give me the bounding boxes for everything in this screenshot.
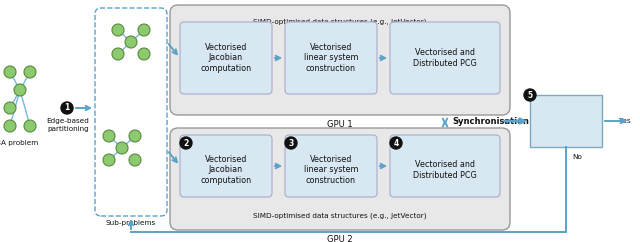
Text: GPU 2: GPU 2	[327, 235, 353, 242]
Circle shape	[125, 36, 137, 48]
Circle shape	[103, 154, 115, 166]
Text: Vectorised
Jacobian
computation: Vectorised Jacobian computation	[200, 43, 252, 73]
FancyBboxPatch shape	[390, 135, 500, 197]
Circle shape	[138, 24, 150, 36]
Text: Vectorised and
Distributed PCG: Vectorised and Distributed PCG	[413, 160, 477, 180]
Circle shape	[129, 130, 141, 142]
Text: Synchronisation: Synchronisation	[452, 118, 529, 127]
Text: Sub-problems: Sub-problems	[106, 220, 156, 226]
Text: 2: 2	[184, 138, 189, 148]
Text: No: No	[572, 154, 582, 160]
Text: GPU 1: GPU 1	[327, 120, 353, 129]
Text: Vectorised
linear system
construction: Vectorised linear system construction	[304, 155, 358, 185]
Text: 3: 3	[289, 138, 294, 148]
Text: Vectorised
Jacobian
computation: Vectorised Jacobian computation	[200, 155, 252, 185]
FancyBboxPatch shape	[170, 5, 510, 115]
Circle shape	[24, 66, 36, 78]
FancyBboxPatch shape	[285, 22, 377, 94]
Text: Edge-based: Edge-based	[47, 118, 90, 124]
Bar	[530, 95, 602, 147]
Circle shape	[180, 137, 192, 149]
Text: Converge?: Converge?	[545, 116, 588, 126]
Text: Vectorised
linear system
construction: Vectorised linear system construction	[304, 43, 358, 73]
FancyBboxPatch shape	[180, 135, 272, 197]
Circle shape	[116, 142, 128, 154]
FancyBboxPatch shape	[390, 22, 500, 94]
Text: 5: 5	[527, 91, 532, 99]
Circle shape	[138, 48, 150, 60]
Circle shape	[14, 84, 26, 96]
Text: 1: 1	[65, 104, 70, 113]
Circle shape	[24, 120, 36, 132]
Circle shape	[4, 102, 16, 114]
Text: BA problem: BA problem	[0, 140, 38, 146]
FancyBboxPatch shape	[180, 22, 272, 94]
Circle shape	[4, 66, 16, 78]
Circle shape	[112, 24, 124, 36]
Circle shape	[390, 137, 402, 149]
FancyBboxPatch shape	[285, 135, 377, 197]
Circle shape	[103, 130, 115, 142]
Circle shape	[129, 154, 141, 166]
Circle shape	[112, 48, 124, 60]
Text: SIMD-optimised data structures (e.g., JetVector): SIMD-optimised data structures (e.g., Je…	[253, 213, 427, 219]
Text: Yes: Yes	[619, 118, 631, 124]
Circle shape	[4, 120, 16, 132]
Text: 4: 4	[394, 138, 399, 148]
Text: SIMD-optimised data structures (e.g., JetVector): SIMD-optimised data structures (e.g., Je…	[253, 19, 427, 25]
Circle shape	[61, 102, 73, 114]
Circle shape	[524, 89, 536, 101]
FancyBboxPatch shape	[170, 128, 510, 230]
Circle shape	[285, 137, 297, 149]
Text: partitioning: partitioning	[47, 126, 89, 132]
Text: Vectorised and
Distributed PCG: Vectorised and Distributed PCG	[413, 48, 477, 68]
